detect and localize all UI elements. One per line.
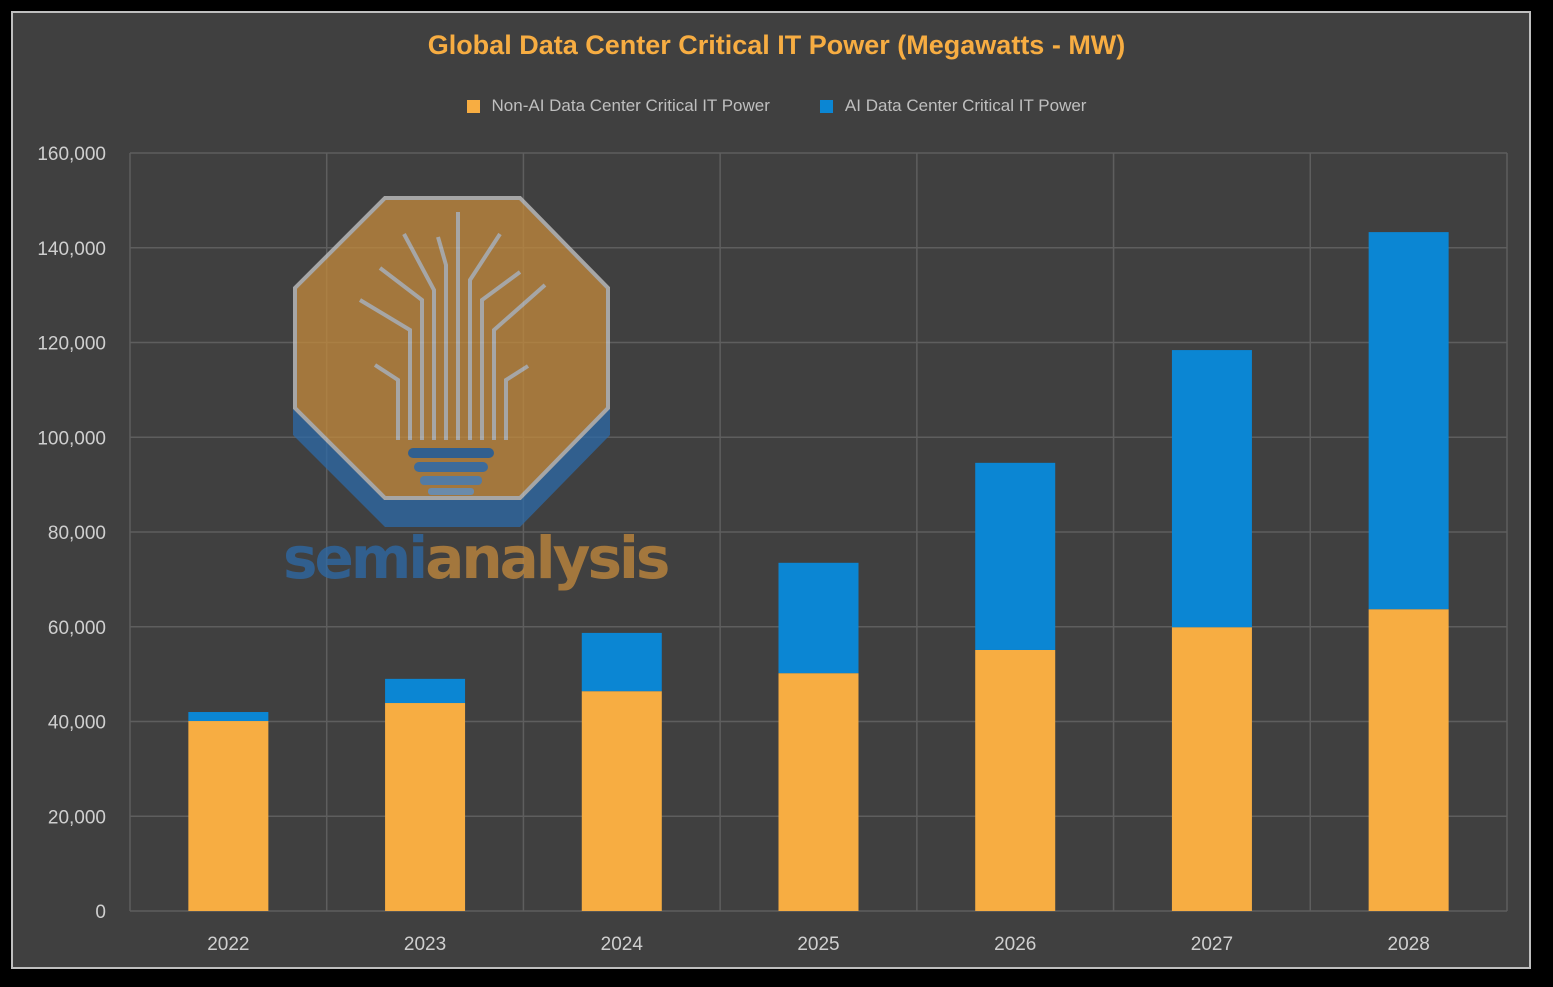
bar-ai-2024 [581,632,662,692]
y-tick-label: 120,000 [37,334,106,355]
bar-non-ai-2023 [385,703,466,911]
x-axis-ticks: 2022 2023 2024 2025 2026 2027 2028 [207,934,1430,955]
bar-non-ai-2027 [1171,627,1252,911]
x-tick-label: 2022 [207,934,249,955]
bar-ai-2028 [1368,232,1449,610]
y-tick-label: 80,000 [48,523,106,544]
y-tick-label: 40,000 [48,713,106,734]
bar-non-ai-2022 [188,721,269,911]
x-tick-label: 2028 [1388,934,1430,955]
y-axis-ticks: 0 20,000 40,000 60,000 80,000 100,000 120,000 1… [37,144,106,923]
legend-swatch-non-ai [466,99,480,113]
x-tick-label: 2023 [404,934,446,955]
legend-label-non-ai: Non-AI Data Center Critical IT Power [491,96,770,115]
x-tick-label: 2025 [797,934,839,955]
legend-item-non-ai: Non-AI Data Center Critical IT Power [466,96,770,116]
semianalysis-logo-watermark: semianalysis [283,196,671,592]
svg-text:semianalysis: semianalysis [283,524,668,592]
bar-non-ai-2028 [1368,609,1449,911]
bar-ai-2025 [778,562,859,674]
circuit-tree-icon [358,212,547,440]
bar-non-ai-2024 [581,691,662,911]
bar-ai-2023 [385,678,466,704]
legend: Non-AI Data Center Critical IT Power AI … [0,96,1553,116]
y-tick-label: 20,000 [48,807,106,828]
x-tick-label: 2027 [1191,934,1233,955]
y-tick-label: 160,000 [37,144,106,165]
bar-non-ai-2025 [778,673,859,911]
legend-label-ai: AI Data Center Critical IT Power [844,96,1087,115]
bar-ai-2026 [975,462,1056,650]
chart-title: Global Data Center Critical IT Power (Me… [427,30,1126,60]
bar-non-ai-2026 [975,649,1056,911]
legend-swatch-ai [819,99,833,113]
y-tick-label: 100,000 [37,428,106,449]
y-tick-label: 60,000 [48,618,106,639]
logo-text-semi: semi [283,524,425,592]
y-tick-label: 140,000 [37,239,106,260]
y-tick-label: 0 [95,902,106,923]
logo-octagon [293,196,610,500]
bars [188,232,1449,911]
logo-text-analysis: analysis [425,524,668,592]
x-tick-label: 2024 [601,934,644,955]
legend-item-ai: AI Data Center Critical IT Power [819,96,1087,116]
bar-ai-2022 [188,712,269,722]
bar-ai-2027 [1171,350,1252,628]
x-tick-label: 2026 [994,934,1036,955]
